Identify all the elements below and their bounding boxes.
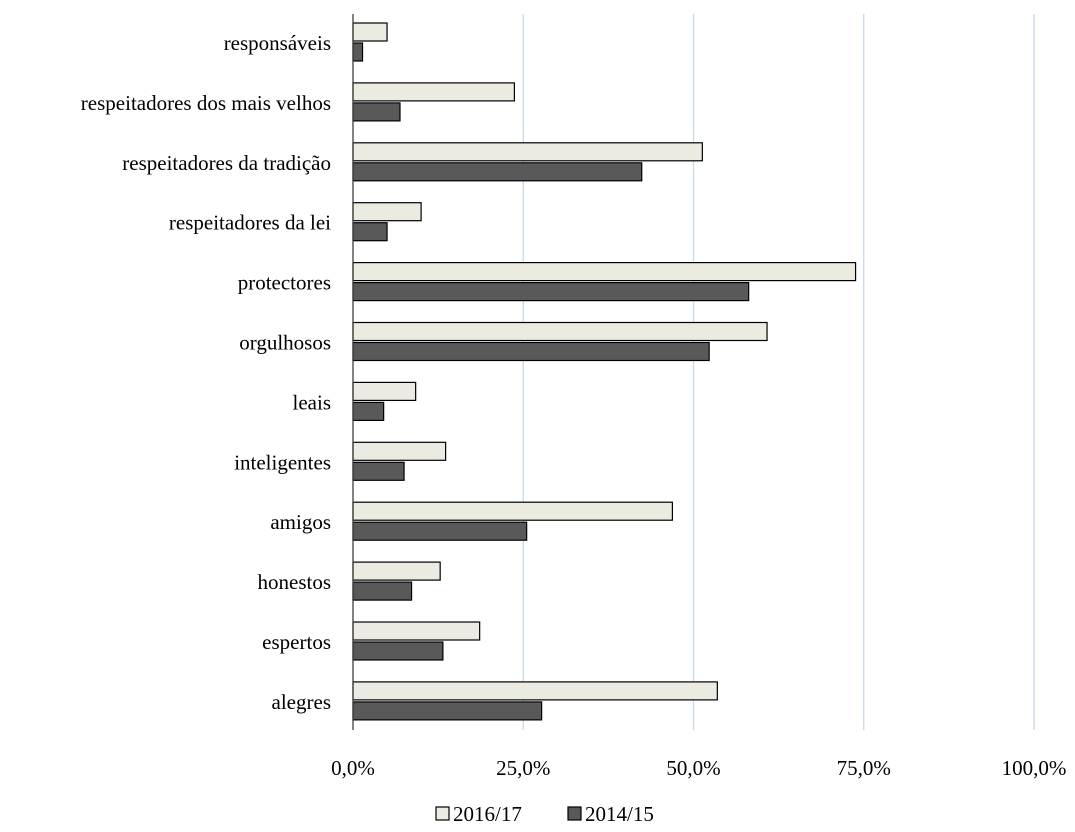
bar-leais-2014-15 [352, 401, 385, 421]
category-label-alegres: alegres [272, 690, 331, 714]
x-tick-label-0: 0,0% [331, 756, 375, 780]
bar-orgulhosos-2016-17 [352, 321, 768, 342]
bar-espertos-2014-15 [352, 641, 444, 661]
bar-respeitadores-dos-mais-velhos-2014-15 [352, 102, 401, 122]
bar-protectores-2016-17 [352, 262, 857, 282]
category-label-protectores: protectores [238, 271, 331, 295]
bar-alegres-2014-15 [352, 701, 543, 721]
x-tick-label-75: 75,0% [837, 756, 891, 780]
bar-leais-2016-17 [352, 381, 417, 401]
category-label-amigos: amigos [270, 510, 331, 534]
bar-inteligentes-2014-15 [352, 461, 405, 481]
category-label-respeitadores-da-lei: respeitadores da lei [169, 211, 331, 235]
bar-amigos-2016-17 [352, 501, 673, 521]
bar-espertos-2016-17 [352, 621, 481, 641]
category-label-orgulhosos: orgulhosos [239, 331, 331, 355]
category-labels: responsáveis respeitadores dos mais velho… [81, 31, 331, 714]
bar-respeitadores-da-tradicao-2016-17 [352, 142, 703, 162]
bar-honestos-2014-15 [352, 581, 413, 601]
bar-respeitadores-da-lei-2014-15 [352, 222, 388, 242]
bar-protectores-2014-15 [352, 282, 750, 302]
x-tick-label-50: 50,0% [666, 756, 720, 780]
legend-swatch-2016-17 [435, 806, 450, 821]
gridlines [522, 14, 1035, 730]
category-label-responsaveis: responsáveis [224, 31, 331, 55]
legend-label-2014-15: 2014/15 [585, 802, 654, 826]
bar-amigos-2014-15 [352, 521, 528, 541]
legend-label-2016-17: 2016/17 [453, 802, 522, 826]
bar-respeitadores-da-lei-2016-17 [352, 202, 422, 222]
bar-respeitadores-da-tradicao-2014-15 [352, 162, 643, 182]
category-label-inteligentes: inteligentes [234, 450, 331, 474]
x-tick-label-25: 25,0% [496, 756, 550, 780]
category-label-espertos: espertos [262, 630, 331, 654]
category-label-respeitadores-da-tradicao: respeitadores da tradição [122, 151, 331, 175]
bar-inteligentes-2016-17 [352, 441, 447, 461]
x-tick-label-100: 100,0% [1002, 756, 1067, 780]
bar-orgulhosos-2014-15 [352, 341, 710, 362]
legend-swatch-2014-15 [567, 806, 582, 821]
bar-honestos-2016-17 [352, 561, 441, 581]
x-tick-labels: 0,0% 25,0% 50,0% 75,0% 100,0% [331, 756, 1066, 780]
category-label-respeitadores-dos-mais-velhos: respeitadores dos mais velhos [81, 91, 331, 115]
bar-responsaveis-2016-17 [352, 22, 388, 42]
bars [352, 22, 857, 721]
category-label-leais: leais [293, 390, 331, 414]
bar-responsaveis-2014-15 [352, 42, 364, 62]
category-label-honestos: honestos [258, 570, 332, 594]
legend: 2016/17 2014/15 [435, 802, 654, 826]
bar-respeitadores-dos-mais-velhos-2016-17 [352, 82, 515, 102]
bar-alegres-2016-17 [352, 681, 718, 701]
